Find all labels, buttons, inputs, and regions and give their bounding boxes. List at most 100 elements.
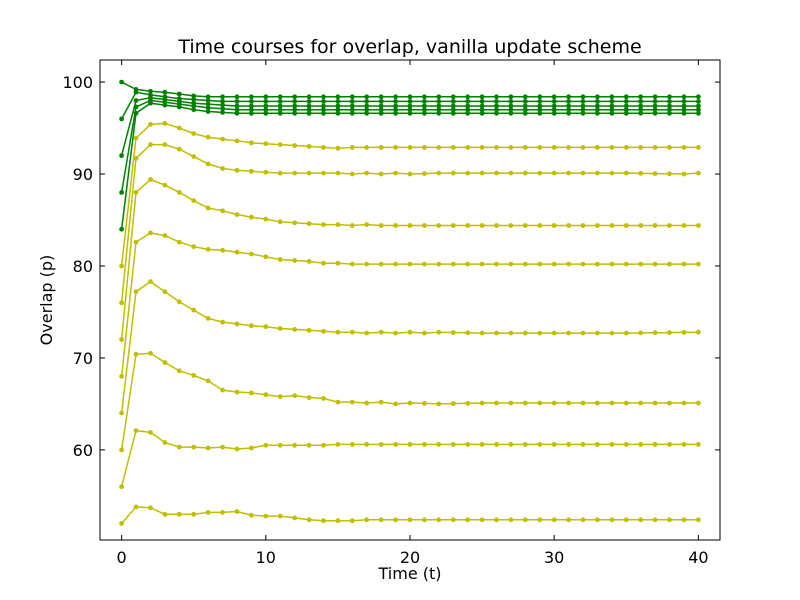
data-point — [508, 99, 514, 104]
data-point — [623, 330, 629, 336]
data-point — [119, 300, 124, 306]
data-point — [133, 110, 139, 116]
data-point — [292, 220, 298, 226]
data-point — [652, 442, 658, 447]
series-6 — [119, 142, 701, 306]
data-point — [436, 329, 442, 335]
data-point — [522, 94, 528, 100]
data-point — [494, 103, 499, 109]
data-point — [162, 440, 168, 445]
data-point — [494, 330, 499, 336]
data-point — [133, 239, 139, 245]
data-point — [407, 145, 413, 150]
data-point — [119, 116, 124, 122]
data-point — [479, 442, 485, 447]
data-point — [479, 99, 485, 104]
data-point — [205, 316, 211, 321]
data-point — [479, 400, 485, 406]
data-point — [667, 103, 672, 109]
data-point — [364, 94, 370, 100]
data-point — [119, 373, 124, 379]
data-point — [667, 110, 672, 116]
data-point — [220, 166, 226, 171]
data-point — [191, 154, 197, 160]
data-point — [263, 110, 269, 116]
data-point — [609, 223, 615, 228]
data-point — [436, 261, 442, 267]
data-point — [681, 103, 687, 109]
data-point — [133, 351, 139, 357]
data-point — [321, 110, 326, 116]
data-point — [436, 145, 442, 150]
data-point — [623, 103, 629, 109]
data-point — [176, 511, 182, 517]
data-point — [479, 103, 485, 109]
data-point — [263, 94, 269, 100]
data-point — [277, 103, 283, 109]
data-point — [422, 330, 427, 336]
data-point — [580, 442, 586, 447]
data-point — [681, 145, 687, 150]
data-point — [393, 103, 398, 109]
data-point — [652, 171, 658, 177]
data-point — [537, 107, 543, 113]
data-point — [393, 170, 398, 176]
data-point — [335, 110, 341, 116]
data-point — [119, 447, 124, 453]
data-point — [249, 251, 254, 257]
data-point — [522, 103, 528, 109]
data-point — [407, 171, 413, 177]
data-point — [378, 103, 384, 109]
data-point — [696, 99, 701, 104]
data-point — [321, 328, 326, 334]
data-point — [364, 330, 370, 336]
x-tick-label: 30 — [544, 548, 564, 567]
data-point — [292, 170, 298, 176]
data-point — [220, 208, 226, 214]
data-point — [349, 171, 355, 177]
data-point — [191, 131, 197, 137]
series-9 — [119, 279, 701, 416]
data-point — [580, 94, 586, 100]
data-point — [321, 260, 326, 266]
data-point — [148, 88, 153, 94]
data-point — [364, 442, 370, 447]
data-point — [393, 110, 398, 116]
data-point — [378, 329, 384, 335]
data-point — [306, 103, 312, 109]
data-point — [249, 168, 254, 174]
data-point — [119, 226, 124, 232]
data-point — [277, 99, 283, 104]
data-point — [422, 261, 427, 267]
data-point — [652, 107, 658, 113]
data-point — [335, 145, 341, 151]
data-point — [393, 261, 398, 267]
data-point — [696, 94, 701, 100]
data-point — [436, 517, 442, 523]
data-point — [191, 103, 197, 109]
data-point — [450, 110, 456, 116]
data-point — [436, 401, 442, 407]
data-point — [580, 99, 586, 104]
data-point — [580, 107, 586, 113]
data-point — [638, 99, 644, 104]
data-point — [595, 145, 600, 150]
data-point — [696, 110, 701, 116]
data-point — [277, 170, 283, 176]
data-point — [378, 110, 384, 116]
data-point — [191, 93, 197, 99]
data-point — [551, 261, 557, 267]
data-point — [378, 107, 384, 113]
series-line — [120, 280, 699, 414]
data-point — [162, 89, 168, 95]
data-point — [422, 401, 427, 406]
data-point — [148, 350, 153, 356]
data-point — [407, 94, 413, 100]
data-point — [234, 110, 240, 116]
data-point — [393, 330, 398, 336]
data-point — [306, 144, 312, 149]
series-line — [120, 429, 699, 487]
data-point — [595, 400, 600, 406]
x-tick-label: 10 — [256, 548, 276, 567]
data-point — [494, 145, 499, 150]
